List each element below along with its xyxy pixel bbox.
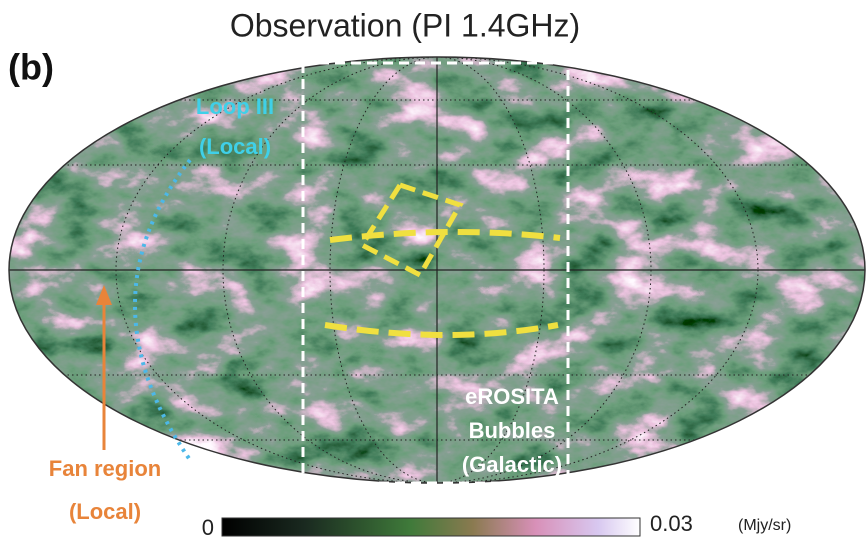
figure: Observation (PI 1.4GHz) (b) Loop III (Lo… xyxy=(0,0,866,547)
annotation: (Galactic) xyxy=(462,452,562,477)
colorbar xyxy=(222,518,640,536)
annotation: (Local) xyxy=(69,499,141,524)
colorbar-unit: (Mjy/sr) xyxy=(738,517,791,534)
colorbar-min: 0 xyxy=(202,515,214,540)
annotation: Bubbles xyxy=(469,418,556,443)
panel-label: (b) xyxy=(8,47,54,88)
annotation: eROSITA xyxy=(465,384,559,409)
annotation: Loop III xyxy=(196,94,274,119)
title: Observation (PI 1.4GHz) xyxy=(230,7,580,43)
annotation: (Local) xyxy=(199,134,271,159)
annotation: Fan region xyxy=(49,456,161,481)
colorbar-max: 0.03 xyxy=(650,511,693,536)
